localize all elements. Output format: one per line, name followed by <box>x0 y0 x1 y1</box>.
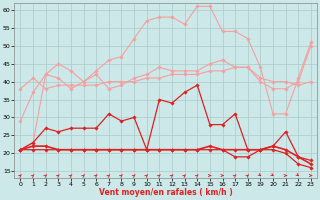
X-axis label: Vent moyen/en rafales ( km/h ): Vent moyen/en rafales ( km/h ) <box>99 188 233 197</box>
